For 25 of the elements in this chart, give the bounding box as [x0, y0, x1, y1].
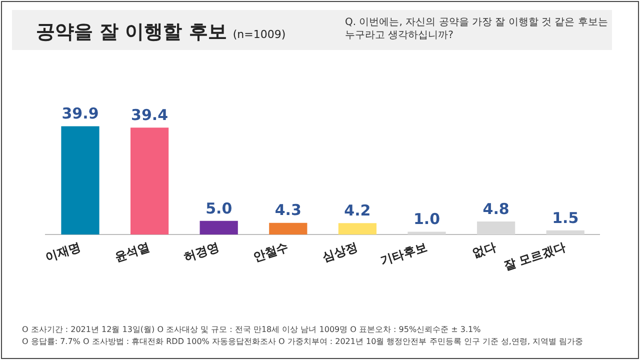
- data-label: 4.3: [274, 201, 302, 220]
- data-label: 4.2: [344, 201, 371, 220]
- bar: [130, 128, 169, 234]
- x-tick-label: 없다: [470, 240, 498, 261]
- text: O 응답률: 7.7% O 조사방법 : 휴대전화 RDD 100% 자동응답전화조사 O 가중치부여 : 2021년 10월 행정안전부 주민등록 인구 기준 성,연령, 지역별 림가중: [22, 336, 584, 348]
- chart-subtitle: (n=1009): [232, 28, 286, 41]
- bar: [546, 230, 584, 234]
- bar: [200, 220, 238, 234]
- data-label: 5.0: [206, 199, 232, 218]
- bar: [476, 221, 516, 234]
- bar: [408, 232, 446, 234]
- data-label: 1.0: [413, 210, 440, 228]
- x-tick-label: 안철수: [251, 240, 290, 264]
- text: O 조사기간 : 2021년 12월 13일(월) O 조사대상 및 규모 : 전국 만18세 이상 남녀 1009명 O 표본오차 : 95%신뢰수준 ± 3.1%: [22, 324, 482, 336]
- bar: [338, 223, 377, 234]
- data-label: 4.8: [482, 200, 510, 218]
- data-label: 1.5: [552, 208, 579, 227]
- text: Q. 이번에는, 자신의 공약을 가장 잘 이행할 것 같은 후보는 누구라고 생각하십니까?: [345, 16, 609, 42]
- bar: [269, 222, 308, 234]
- data-label: 39.9: [62, 104, 99, 123]
- x-tick-label: 허경영: [182, 240, 221, 264]
- bar: [61, 126, 100, 234]
- data-label: 39.4: [131, 106, 168, 124]
- x-tick-label: 이재명: [44, 240, 82, 264]
- chart-title: 공약을 잘 이행할 후보: [36, 21, 227, 43]
